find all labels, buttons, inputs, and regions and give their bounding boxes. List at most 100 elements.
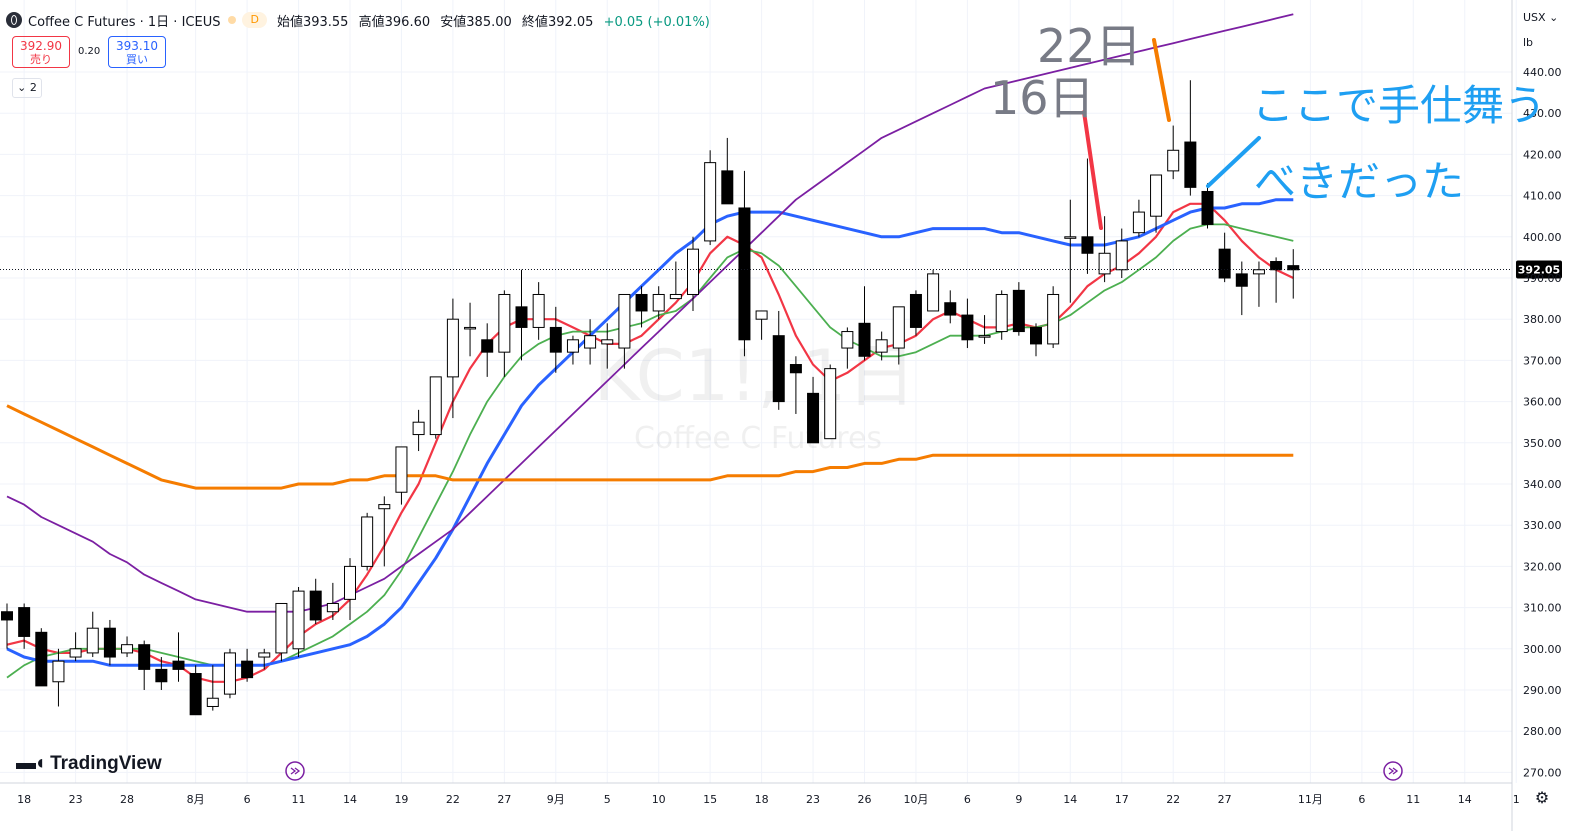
market-badge[interactable]: D — [242, 12, 267, 28]
symbol-header: Coffee C Futures · 1日 · ICEUS D 始値393.55… — [6, 10, 710, 30]
indicators-toggle-button[interactable]: ⌄ 2 — [12, 78, 42, 98]
y-tick-label: 310.00 — [1523, 602, 1562, 615]
candle-body — [824, 368, 837, 440]
candle-body — [412, 421, 425, 436]
candle-body — [69, 648, 82, 658]
candle-body — [429, 376, 442, 436]
candle-body — [121, 644, 134, 654]
y-tick-label: 420.00 — [1523, 148, 1562, 161]
candle-body — [584, 335, 597, 349]
candle-body — [206, 697, 219, 707]
x-tick-label: 10 — [652, 793, 666, 806]
x-tick-label: 19 — [394, 793, 408, 806]
y-tick-label: 390.00 — [1523, 272, 1562, 285]
buy-price: 393.10 — [116, 39, 158, 53]
candle-body — [1184, 141, 1197, 188]
x-tick-label: 22 — [1166, 793, 1180, 806]
candle-body — [241, 660, 254, 679]
annotation-blue-stroke — [1206, 136, 1261, 188]
candle-body — [309, 590, 322, 621]
last-price-label: 392.05 — [1518, 264, 1560, 277]
x-tick-label: 8月 — [187, 793, 205, 806]
double-chevron-icon — [290, 767, 301, 775]
sell-label: 売り — [30, 53, 52, 66]
y-tick-label: 320.00 — [1523, 560, 1562, 573]
candle-body — [875, 339, 888, 353]
candle-body — [961, 314, 974, 341]
x-tick-label: 11月 — [1298, 793, 1323, 806]
candle-body — [155, 668, 168, 683]
y-tick-label: 380.00 — [1523, 313, 1562, 326]
annotation-comment-line1: ここで手仕舞う — [1252, 81, 1547, 130]
candle-body — [601, 339, 614, 345]
candle-body — [772, 335, 785, 403]
y-tick-label: 410.00 — [1523, 190, 1562, 203]
candle-body — [481, 339, 494, 353]
candle-body — [395, 446, 408, 493]
currency-selector[interactable]: USX ⌄ — [1523, 11, 1558, 24]
x-tick-label: 14 — [1063, 793, 1077, 806]
indicator-count: 2 — [29, 81, 37, 94]
x-tick-label: 23 — [806, 793, 820, 806]
candle-body — [1, 611, 13, 621]
sell-price: 392.90 — [20, 39, 62, 53]
ohlc-values: 始値393.55 高値396.60 安値385.00 終値392.05 +0.0… — [277, 11, 710, 30]
annotation-comment-line2: べきだった — [1254, 157, 1465, 206]
candle-body — [344, 565, 356, 600]
settings-gear-icon[interactable]: ⚙ — [1534, 788, 1550, 807]
close-value: 392.05 — [547, 14, 594, 30]
unit-selector[interactable]: lb — [1523, 36, 1533, 49]
candle-body — [669, 293, 682, 300]
candle-body — [361, 516, 374, 567]
low-value: 385.00 — [466, 14, 512, 30]
candle-body — [635, 293, 648, 312]
candle-body — [326, 602, 339, 613]
x-tick-label: 11 — [292, 793, 306, 806]
candle-body — [704, 162, 717, 242]
y-tick-label: 270.00 — [1523, 766, 1562, 779]
symbol-title[interactable]: Coffee C Futures · 1日 · ICEUS — [28, 14, 221, 30]
annotation-day22: 22日 — [1037, 19, 1142, 73]
candle-body — [223, 652, 236, 695]
open-label: 始値 — [276, 14, 303, 30]
buy-button[interactable]: 393.10 買い — [108, 36, 166, 68]
spread-value: 0.20 — [78, 46, 101, 57]
y-tick-label: 340.00 — [1523, 478, 1562, 491]
candle-body — [464, 326, 477, 330]
unit-label: lb — [1523, 36, 1534, 49]
x-tick-label: 26 — [858, 793, 872, 806]
y-tick-label: 300.00 — [1523, 643, 1562, 656]
moving-average-line — [6, 202, 1294, 683]
chevron-down-icon: ⌄ — [17, 81, 27, 94]
x-tick-label: 27 — [1218, 793, 1232, 806]
candle-body — [738, 207, 751, 341]
moving-average-line — [6, 404, 1294, 490]
brand-label: TradingView — [50, 752, 162, 774]
candle-body — [1098, 252, 1111, 275]
sell-button[interactable]: 392.90 売り — [12, 36, 70, 68]
candle-body — [1012, 289, 1025, 333]
candle-body — [1115, 240, 1128, 271]
tradingview-mark-icon: ▬◖ — [16, 752, 46, 774]
chevron-down-icon: ⌄ — [1549, 11, 1559, 24]
candle-body — [1064, 236, 1077, 239]
candle-body — [1201, 190, 1214, 225]
candle-body — [103, 627, 116, 658]
x-tick-label: 6 — [1358, 793, 1365, 806]
candle-body — [927, 273, 940, 312]
open-value: 393.55 — [302, 14, 349, 30]
candle-body — [1235, 273, 1248, 287]
x-tick-label: 22 — [446, 793, 460, 806]
candle-body — [532, 293, 545, 328]
moving-average-line — [6, 198, 1294, 667]
tradingview-logo[interactable]: ▬◖ TradingView — [16, 752, 162, 775]
candle-body — [18, 607, 31, 637]
last-price-tag — [1516, 260, 1562, 279]
candle-body — [807, 392, 820, 444]
annotation-red-stroke — [1082, 110, 1103, 230]
candle-body — [687, 248, 699, 295]
x-tick-label: 28 — [120, 793, 134, 806]
coffee-logo-icon — [6, 12, 22, 28]
candle-body — [892, 306, 905, 349]
